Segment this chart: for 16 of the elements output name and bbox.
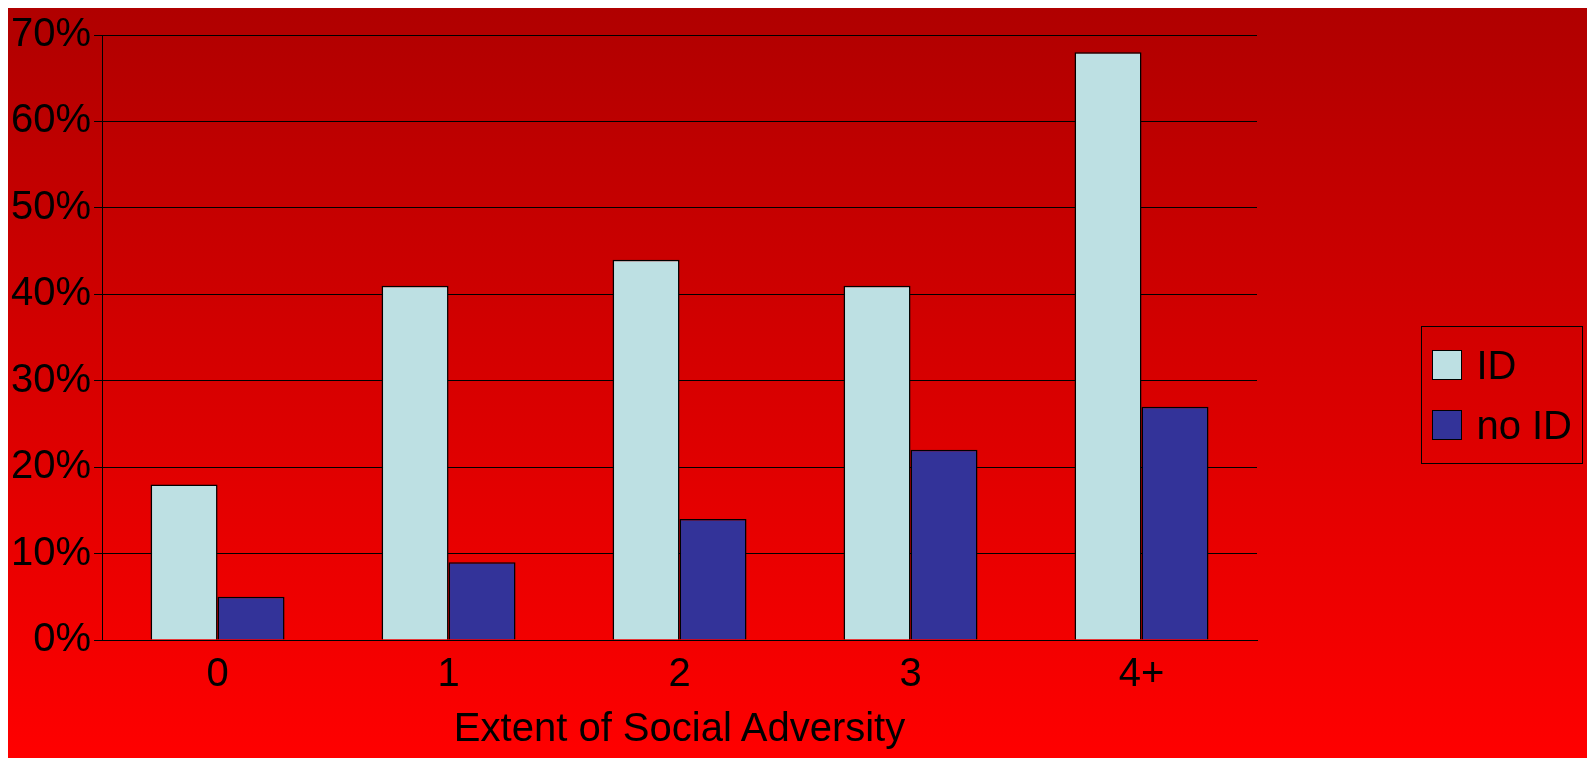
- y-tick-label: 40%: [11, 269, 92, 314]
- x-tick-label: 2: [668, 650, 691, 695]
- y-tick-label: 50%: [11, 182, 92, 227]
- y-tick-label: 30%: [11, 355, 92, 400]
- y-tick-label: 0%: [33, 615, 92, 660]
- x-tick-label: 4+: [1118, 650, 1165, 695]
- text: ID: [1476, 342, 1517, 389]
- legend-label: no ID: [1476, 402, 1572, 449]
- x-tick-label: 0: [206, 650, 229, 695]
- y-tick-label: 60%: [11, 96, 92, 141]
- x-tick-label: 3: [899, 650, 922, 695]
- x-tick-label: 1: [437, 650, 460, 695]
- y-tick-label: 70%: [11, 10, 92, 55]
- x-axis-title: Extent of Social Adversity: [453, 705, 906, 750]
- y-tick-label: 20%: [11, 442, 92, 487]
- y-tick-label: 10%: [11, 528, 92, 573]
